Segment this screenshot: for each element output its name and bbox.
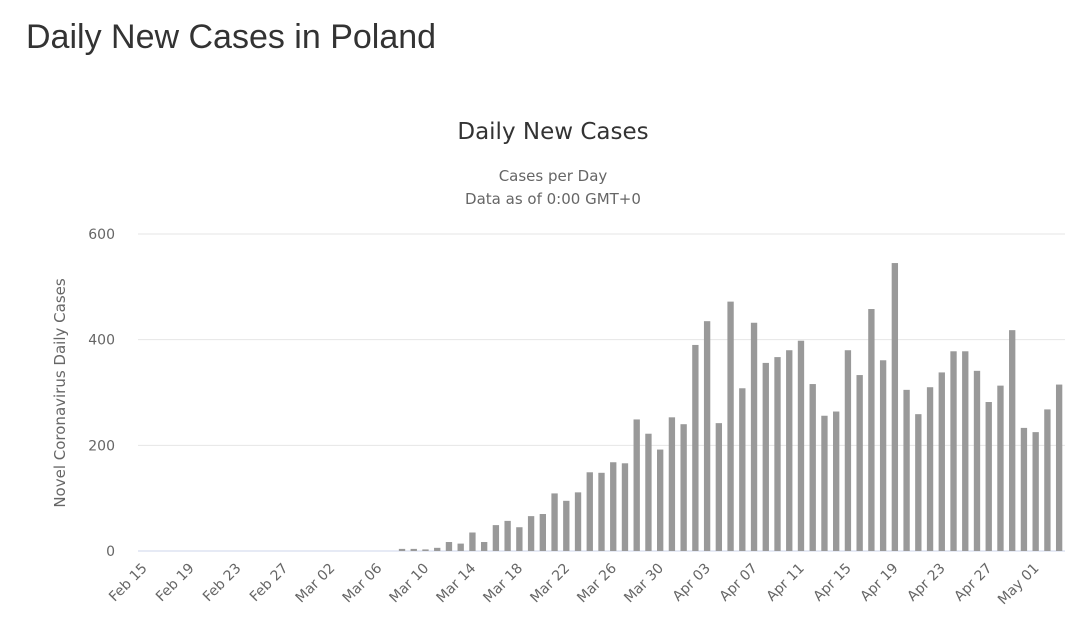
x-tick-label: Mar 10 <box>387 561 433 607</box>
bar <box>504 520 511 551</box>
bar <box>598 472 605 551</box>
chart-subtitle: Cases per Day <box>499 167 608 185</box>
x-tick-label: Apr 27 <box>951 561 995 605</box>
y-axis-label: Novel Coronavirus Daily Cases <box>51 278 69 508</box>
x-tick-label: Mar 18 <box>480 561 526 607</box>
bar <box>1044 409 1051 551</box>
bar <box>903 389 910 551</box>
bar <box>563 500 570 551</box>
x-tick-label: Mar 26 <box>574 560 620 606</box>
bar <box>680 424 687 551</box>
bar <box>739 388 746 551</box>
bar <box>715 423 723 551</box>
bar <box>668 417 676 551</box>
y-tick-label: 600 <box>88 227 115 243</box>
bar <box>868 309 875 551</box>
chart-title: Daily New Cases <box>457 119 648 145</box>
bar <box>915 414 922 551</box>
bar <box>997 385 1004 551</box>
bar <box>469 532 476 551</box>
bar <box>750 322 758 551</box>
bar <box>633 419 640 551</box>
bar <box>856 375 863 551</box>
bar <box>1009 330 1016 551</box>
bar <box>410 548 417 551</box>
bar <box>692 344 699 551</box>
bar <box>762 362 769 551</box>
bar <box>434 547 441 551</box>
x-tick-label: Apr 07 <box>717 561 761 605</box>
bar <box>539 514 546 551</box>
x-tick-label: Apr 11 <box>764 561 808 605</box>
x-tick-label: Feb 19 <box>153 561 198 606</box>
bar <box>398 548 406 551</box>
bar <box>492 525 500 551</box>
bar <box>821 415 828 551</box>
x-tick-label: Mar 30 <box>621 561 667 607</box>
bar <box>926 387 934 551</box>
bar <box>938 372 945 551</box>
bar <box>786 350 793 551</box>
bar <box>621 463 629 551</box>
x-tick-label: Apr 23 <box>904 561 948 605</box>
bar <box>422 549 429 551</box>
bar <box>527 516 535 551</box>
page-title: Daily New Cases in Poland <box>26 18 437 56</box>
y-tick-label: 400 <box>88 333 115 349</box>
y-tick-label: 200 <box>88 438 115 454</box>
bar <box>797 340 805 551</box>
bar <box>891 263 899 551</box>
bar <box>551 493 558 551</box>
bar <box>1032 432 1039 551</box>
bar <box>610 462 617 551</box>
bar <box>985 402 992 551</box>
bar <box>516 527 523 551</box>
bar <box>809 384 816 551</box>
chart-subtitle: Data as of 0:00 GMT+0 <box>465 190 641 208</box>
bar <box>727 301 734 551</box>
x-tick-label: May 01 <box>995 561 1043 609</box>
bar <box>833 411 840 551</box>
bar <box>645 433 652 551</box>
x-tick-label: Apr 03 <box>670 561 714 605</box>
bar <box>950 351 957 551</box>
bar <box>457 543 464 551</box>
x-tick-label: Feb 23 <box>200 561 245 606</box>
y-tick-label: 0 <box>106 544 115 560</box>
bar <box>480 542 488 551</box>
x-tick-label: Apr 15 <box>811 561 855 605</box>
bar <box>703 321 711 551</box>
bar <box>973 370 981 551</box>
bar <box>657 449 664 551</box>
bar <box>962 351 969 551</box>
x-tick-label: Mar 02 <box>293 561 339 607</box>
x-tick-label: Mar 06 <box>340 560 386 606</box>
bar <box>879 360 887 551</box>
x-tick-label: Feb 15 <box>106 561 151 606</box>
bar <box>844 350 852 551</box>
x-tick-label: Mar 14 <box>434 560 480 606</box>
bar <box>445 542 453 551</box>
bar <box>1055 384 1063 551</box>
x-tick-label: Apr 19 <box>857 561 901 605</box>
x-tick-label: Feb 27 <box>247 561 292 606</box>
bar <box>574 492 582 551</box>
bar <box>774 357 781 551</box>
bar <box>1020 427 1028 551</box>
x-tick-label: Mar 22 <box>527 561 573 607</box>
bar <box>586 472 593 551</box>
